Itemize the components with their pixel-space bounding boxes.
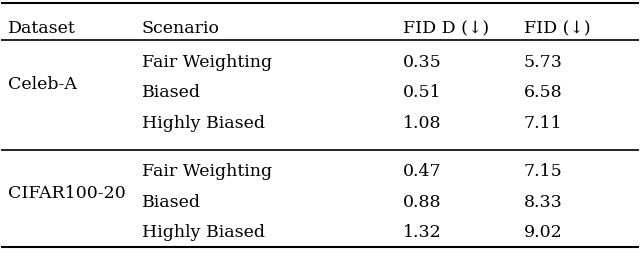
Text: 0.51: 0.51 [403, 84, 442, 101]
Text: 7.15: 7.15 [524, 163, 563, 180]
Text: 5.73: 5.73 [524, 54, 563, 70]
Text: FID (↓): FID (↓) [524, 20, 591, 37]
Text: 1.32: 1.32 [403, 224, 442, 241]
Text: Dataset: Dataset [8, 20, 76, 37]
Text: Biased: Biased [141, 84, 200, 101]
Text: 9.02: 9.02 [524, 224, 563, 241]
Text: 0.47: 0.47 [403, 163, 442, 180]
Text: CIFAR100-20: CIFAR100-20 [8, 185, 125, 202]
Text: Scenario: Scenario [141, 20, 220, 37]
Text: 6.58: 6.58 [524, 84, 563, 101]
Text: Fair Weighting: Fair Weighting [141, 54, 272, 70]
Text: Biased: Biased [141, 194, 200, 211]
Text: Fair Weighting: Fair Weighting [141, 163, 272, 180]
Text: 8.33: 8.33 [524, 194, 563, 211]
Text: 1.08: 1.08 [403, 114, 442, 132]
Text: Celeb-A: Celeb-A [8, 76, 77, 92]
Text: 0.88: 0.88 [403, 194, 442, 211]
Text: FID D (↓): FID D (↓) [403, 20, 489, 37]
Text: 7.11: 7.11 [524, 114, 563, 132]
Text: Highly Biased: Highly Biased [141, 114, 264, 132]
Text: 0.35: 0.35 [403, 54, 442, 70]
Text: Highly Biased: Highly Biased [141, 224, 264, 241]
